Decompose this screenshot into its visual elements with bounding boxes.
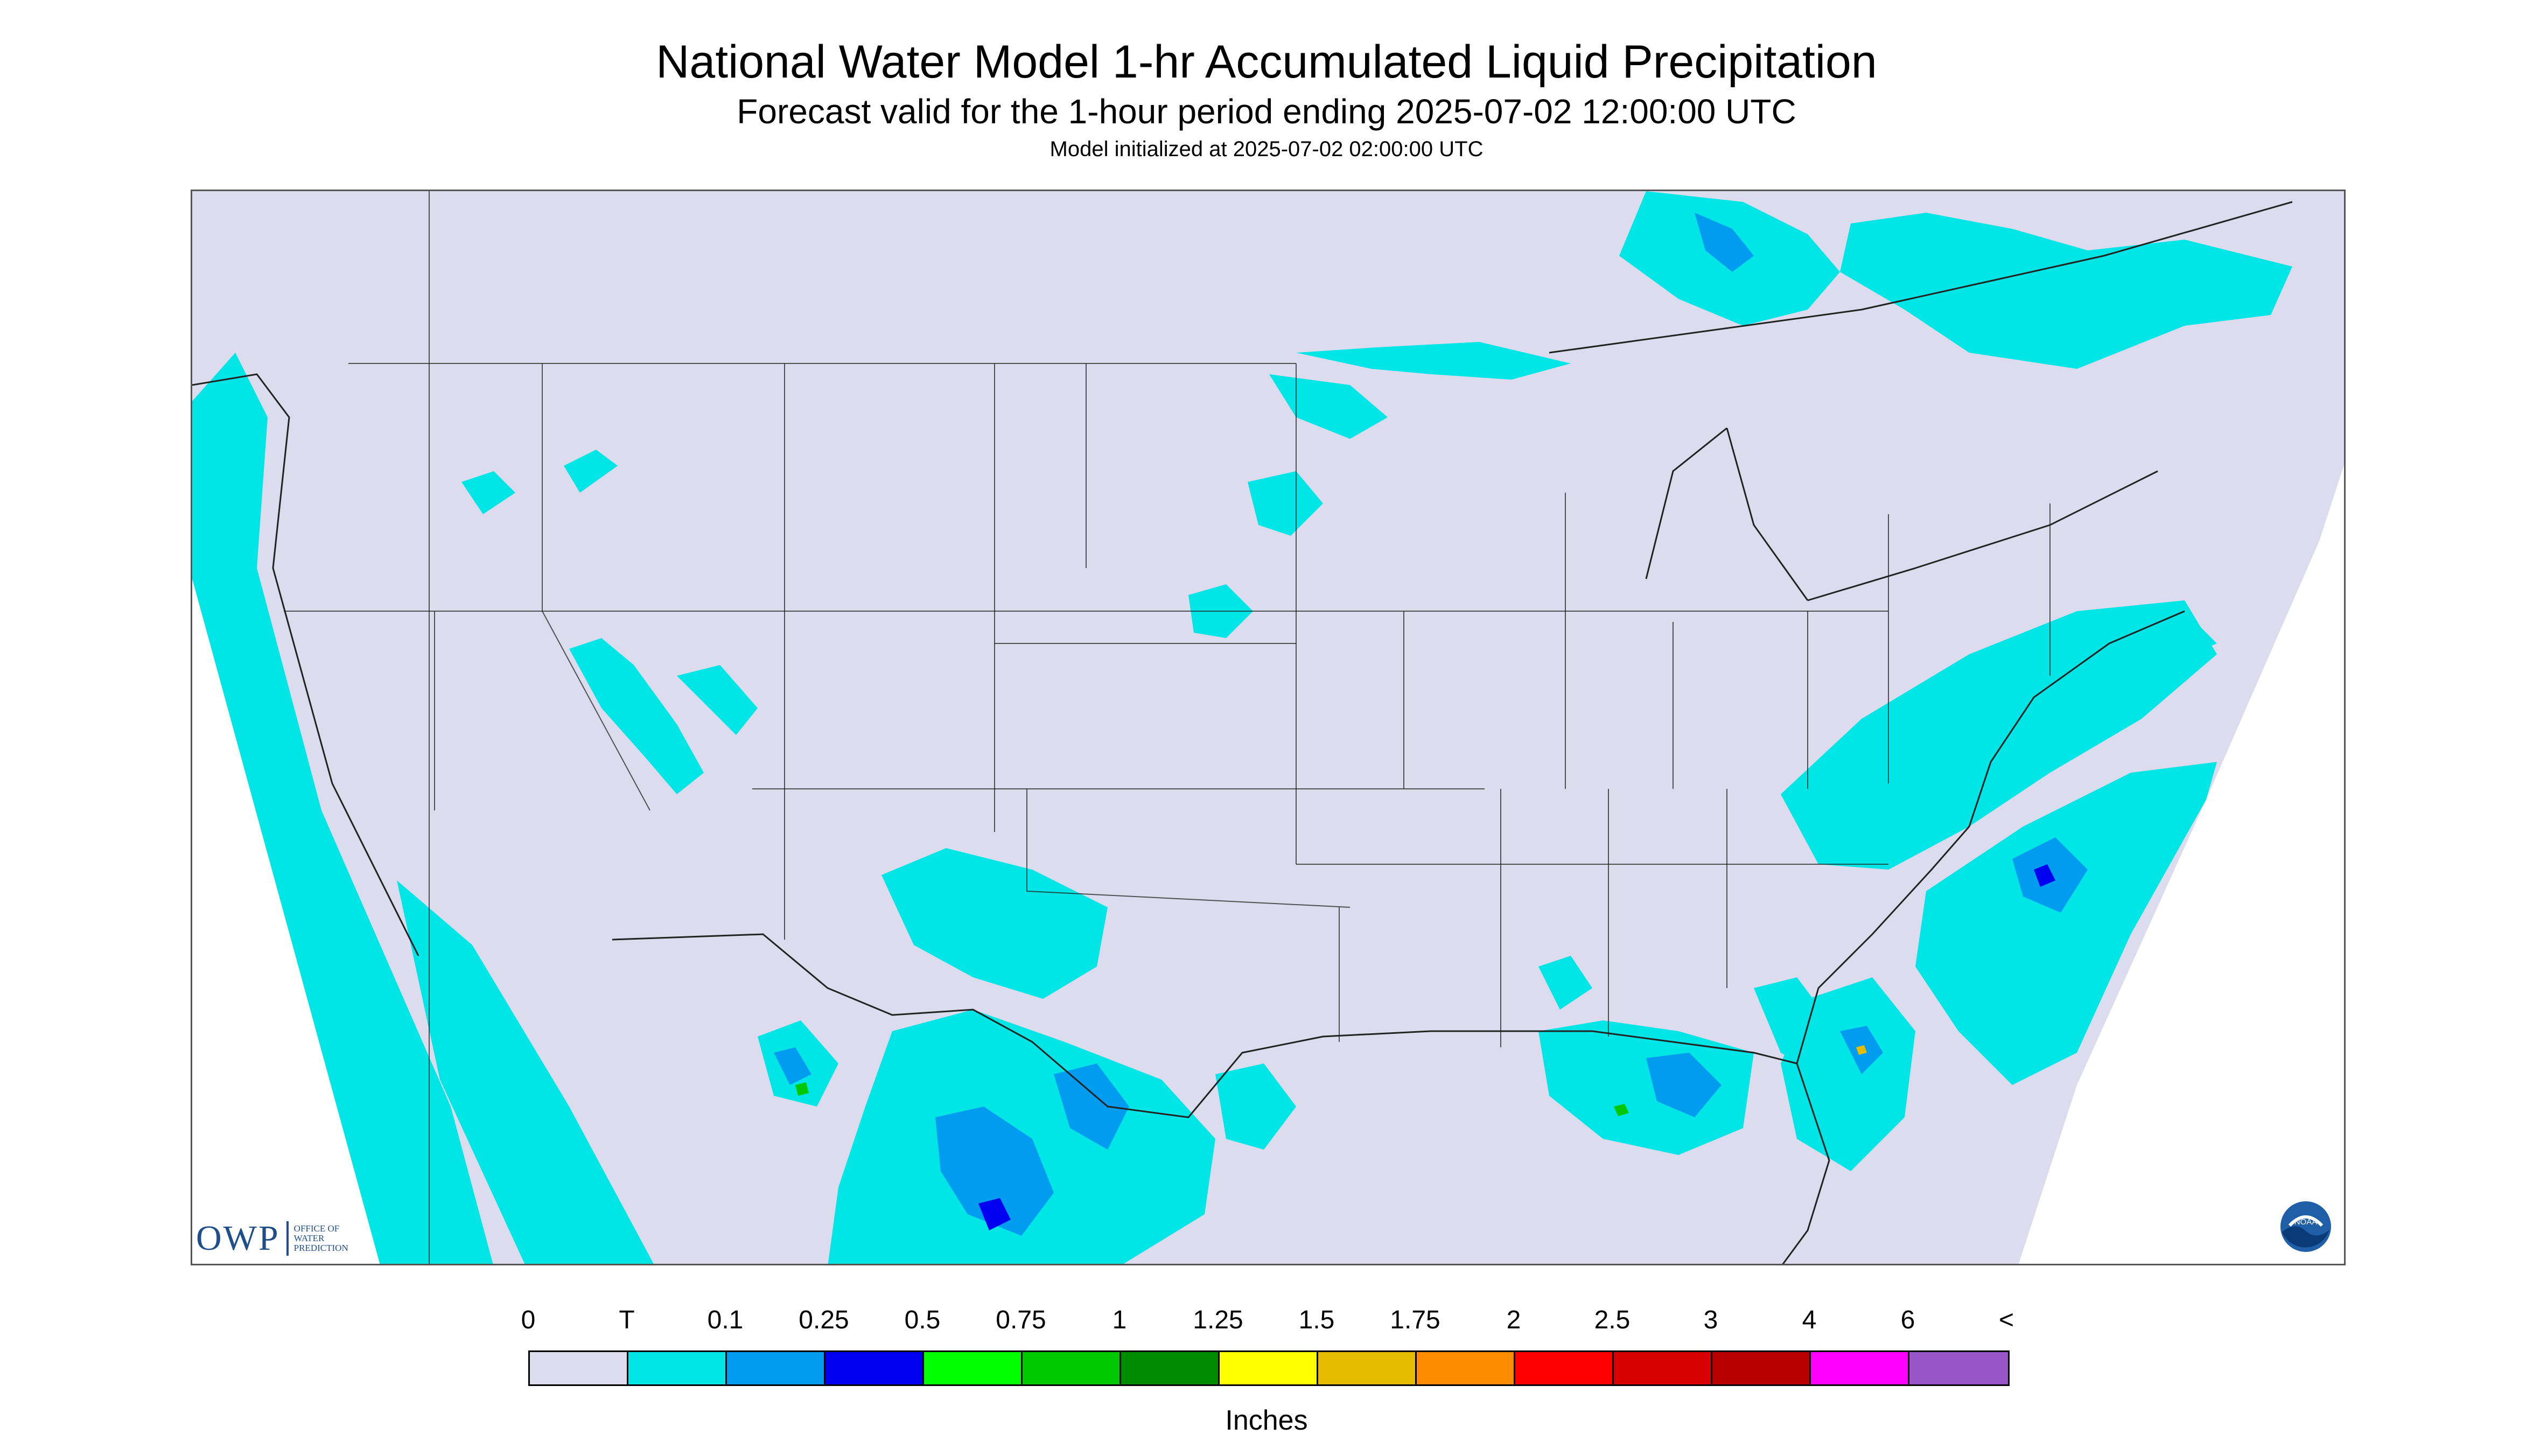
legend-tick-label: 0.1 — [707, 1306, 744, 1334]
idaho-precip-area — [461, 471, 515, 514]
mexico-heavy-core — [795, 1082, 809, 1096]
gulf-light-core — [1646, 1053, 1722, 1117]
legend-swatch — [1515, 1352, 1614, 1384]
coastlines-and-borders — [192, 201, 2293, 1264]
domain-edge-right — [2018, 455, 2344, 1264]
owp-logo: OWP OFFICE OF WATER PREDICTION — [196, 1218, 359, 1259]
offshore-precip-area — [1781, 977, 1915, 1171]
legend-tick-label: 1.25 — [1193, 1306, 1243, 1334]
precipitation-map — [191, 190, 2346, 1265]
atlantic-moderate-core — [2034, 864, 2055, 887]
legend-tick-label: 4 — [1802, 1306, 1817, 1334]
pacific-precip-band — [192, 353, 493, 1264]
legend-tick-label: < — [1998, 1306, 2014, 1334]
atlantic-precip-band — [1915, 762, 2217, 1085]
state-boundaries — [284, 191, 2051, 1264]
great-basin-precip-area — [569, 638, 704, 794]
south-texas-moderate-core — [978, 1198, 1011, 1230]
idaho-precip-area — [564, 450, 618, 493]
legend-tick-label: 1.5 — [1298, 1306, 1335, 1334]
legend-swatch — [727, 1352, 825, 1384]
owp-logo-letters: OWP — [196, 1219, 280, 1258]
legend-swatch — [1417, 1352, 1515, 1384]
legend-swatch — [530, 1352, 628, 1384]
legend-swatch — [628, 1352, 727, 1384]
legend-color-bar — [528, 1350, 2010, 1386]
south-texas-light-core — [935, 1107, 1054, 1236]
legend-tick-label: T — [619, 1306, 635, 1334]
minnesota-precip-area — [1269, 374, 1388, 439]
map-canvas — [192, 191, 2344, 1264]
great-basin-precip-area — [677, 665, 758, 735]
legend-tick-label: 1.75 — [1390, 1306, 1440, 1334]
legend-tick-label: 2 — [1506, 1306, 1521, 1334]
legend-tick-label: 0 — [521, 1306, 536, 1334]
owp-logo-divider — [286, 1221, 289, 1256]
legend-tick-label: 0.5 — [904, 1306, 941, 1334]
dakota-precip-area — [1248, 471, 1323, 536]
model-init-line: Model initialized at 2025-07-02 02:00:00… — [1049, 137, 1484, 161]
gulf-precip-area — [1538, 1020, 1754, 1155]
texas-coast-precip-area — [1215, 1063, 1296, 1150]
mexico-light-core — [774, 1047, 811, 1085]
chart-subtitle: Forecast valid for the 1-hour period end… — [737, 92, 1796, 131]
chart-title: National Water Model 1-hr Accumulated Li… — [656, 36, 1877, 88]
legend-swatch — [825, 1352, 924, 1384]
legend-swatch — [1712, 1352, 1811, 1384]
owp-logo-words: OFFICE OF WATER PREDICTION — [293, 1223, 348, 1253]
minnesota-precip-area — [1296, 342, 1571, 380]
noaa-logo-text: NOAA — [2294, 1217, 2318, 1227]
legend-tick-label: 0.25 — [799, 1306, 849, 1334]
legend-swatch — [1121, 1352, 1220, 1384]
legend-swatch — [1811, 1352, 1909, 1384]
legend-units-label: Inches — [1225, 1405, 1308, 1436]
legend-tick-label: 6 — [1900, 1306, 1915, 1334]
mid-atlantic-precip-band — [1781, 600, 2217, 870]
north-atlantic-precip-area — [2109, 611, 2217, 665]
texas-precip-area — [881, 848, 1108, 999]
noaa-logo: NOAA — [2279, 1200, 2333, 1256]
domain-edge-left — [192, 191, 380, 1264]
legend-swatch — [1220, 1352, 1318, 1384]
gulf-heavy-core — [1614, 1104, 1629, 1116]
legend-swatch — [1909, 1352, 2008, 1384]
offshore-heavy-core — [1856, 1045, 1867, 1055]
legend-swatch — [1318, 1352, 1417, 1384]
legend-swatch — [924, 1352, 1023, 1384]
alabama-precip-area — [1538, 956, 1592, 1010]
legend-tick-label: 1 — [1112, 1306, 1127, 1334]
legend-swatch — [1614, 1352, 1712, 1384]
south-texas-light-core — [1054, 1063, 1129, 1150]
canada-precip-area — [1840, 213, 2292, 369]
legend-tick-label: 3 — [1703, 1306, 1718, 1334]
noaa-emblem-icon: NOAA — [2280, 1201, 2331, 1252]
legend-tick-label: 2.5 — [1594, 1306, 1631, 1334]
canada-light-core — [1695, 213, 1754, 272]
legend-tick-label: 0.75 — [996, 1306, 1046, 1334]
baja-precip-area — [397, 880, 654, 1264]
legend-swatch — [1023, 1352, 1121, 1384]
